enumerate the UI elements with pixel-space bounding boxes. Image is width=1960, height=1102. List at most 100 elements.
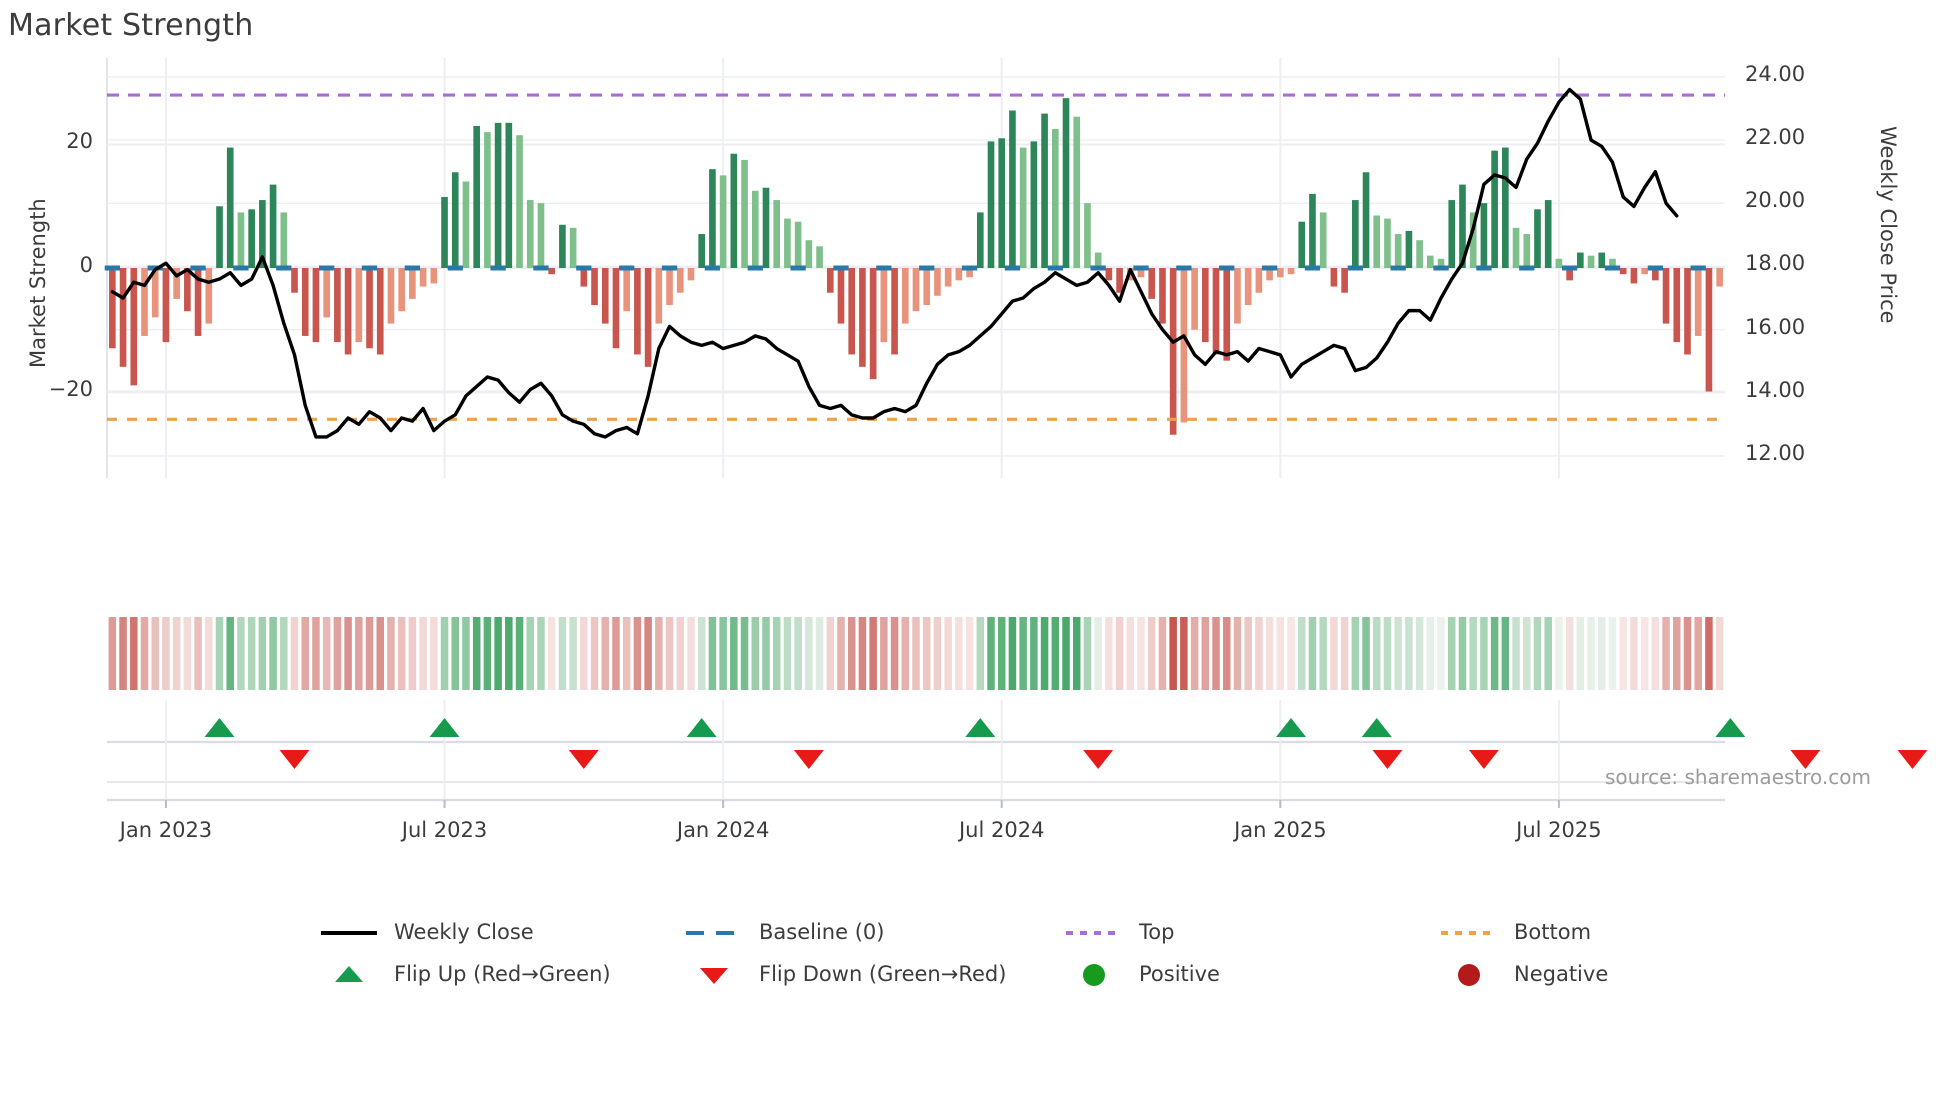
strength-bar — [837, 268, 845, 324]
flip-up-marker — [429, 718, 460, 737]
strength-bar — [151, 268, 159, 318]
legend-item[interactable]: Negative — [1438, 962, 1608, 986]
strength-bar — [751, 190, 759, 268]
strength-bar — [462, 181, 470, 268]
strength-bar — [548, 268, 555, 275]
heat-strip-cell — [172, 617, 181, 690]
strength-bar — [1159, 268, 1166, 324]
strength-bar — [741, 159, 748, 268]
heat-strip-cell — [687, 617, 695, 690]
heat-strip-cell — [1126, 617, 1135, 690]
heat-strip-cell — [1330, 617, 1338, 690]
legend-item[interactable]: Flip Down (Green→Red) — [683, 962, 1006, 986]
heat-strip-cell — [1480, 617, 1488, 690]
legend-item-label: Flip Up (Red→Green) — [394, 962, 611, 986]
heat-strip-cell — [1137, 617, 1145, 690]
strength-bar — [1609, 258, 1616, 268]
strength-bar — [709, 169, 716, 268]
strength-bar — [537, 203, 545, 268]
strength-bar — [130, 268, 138, 386]
strength-bar — [1684, 268, 1691, 355]
strength-bar — [859, 268, 866, 367]
heat-strip-cell — [837, 617, 845, 690]
legend-item[interactable]: Baseline (0) — [683, 920, 884, 944]
heat-strip-cell — [430, 617, 438, 690]
strength-bar — [419, 268, 427, 287]
heat-strip-cell — [1598, 617, 1606, 690]
heat-strip-cell — [772, 617, 781, 690]
heat-strip-cell — [987, 617, 995, 690]
strength-bar — [398, 268, 405, 312]
strength-bar — [451, 172, 459, 268]
heat-strip-cell — [1373, 617, 1381, 690]
heat-strip-cell — [419, 617, 427, 690]
flip-up-marker — [1361, 718, 1392, 737]
y-axis-right-tick: 18.00 — [1745, 251, 1806, 276]
heat-strip-cell — [130, 617, 138, 690]
strength-bar — [1266, 268, 1273, 281]
heat-strip-cell — [655, 617, 663, 690]
heat-strip-cell — [1662, 617, 1670, 690]
strength-bar — [934, 268, 941, 296]
heat-strip-cell — [247, 617, 256, 690]
legend-item[interactable]: Weekly Close — [318, 920, 534, 944]
legend-swatch — [700, 968, 728, 984]
strength-bar — [901, 268, 909, 324]
flip-down-marker — [1897, 750, 1928, 769]
strength-bar — [687, 268, 695, 281]
heat-strip-cell — [858, 617, 867, 690]
heat-strip-cell — [1094, 617, 1102, 690]
strength-bar — [1084, 203, 1091, 268]
heat-strip-cell — [558, 617, 567, 690]
strength-bar — [1694, 268, 1702, 336]
strength-bar — [794, 221, 802, 268]
strength-bar — [269, 184, 277, 268]
flip-down-marker — [1083, 750, 1114, 769]
x-axis-tick-label: Jul 2024 — [958, 818, 1045, 842]
strength-bar — [580, 268, 588, 287]
strength-bar — [1448, 200, 1456, 268]
heat-strip-cell — [397, 617, 406, 690]
heat-strip-cell — [1255, 617, 1263, 690]
heat-strip-cell — [1105, 617, 1113, 690]
strength-bar — [1480, 203, 1488, 268]
x-axis-tick-label: Jan 2025 — [1234, 818, 1327, 842]
heat-strip-cell — [976, 617, 985, 690]
page-title: Market Strength — [8, 8, 254, 43]
heat-strip-cell — [1115, 617, 1124, 690]
strength-bar — [484, 132, 491, 268]
heat-strip-cell — [1415, 617, 1424, 690]
heat-strip-cell — [922, 617, 931, 690]
strength-bar — [1352, 200, 1359, 268]
strength-bar — [1437, 258, 1445, 268]
strength-bar — [591, 268, 598, 306]
legend-item[interactable]: Bottom — [1438, 920, 1591, 944]
heat-strip-cell — [708, 617, 717, 690]
strength-bar — [1652, 268, 1659, 281]
strength-bar — [334, 268, 341, 343]
heat-strip-cell — [805, 617, 813, 690]
heat-strip-cell — [237, 617, 245, 690]
legend-item[interactable]: Flip Up (Red→Green) — [318, 962, 611, 986]
strength-bar — [1534, 209, 1541, 268]
heat-strip-cell — [1705, 617, 1713, 690]
heat-strip-cell — [1426, 617, 1435, 690]
heat-strip-cell — [505, 617, 513, 690]
heat-strip-cell — [1715, 617, 1724, 690]
y-axis-right-tick: 22.00 — [1745, 125, 1806, 150]
heat-strip-cell — [1212, 617, 1220, 690]
heat-strip-cell — [1265, 617, 1274, 690]
heat-strip-cell — [1276, 617, 1285, 690]
strength-bar — [891, 268, 898, 355]
heat-strip-cell — [622, 617, 631, 690]
strength-bar — [1459, 184, 1466, 268]
legend-item[interactable]: Top — [1063, 920, 1174, 944]
heat-strip-cell — [1587, 617, 1595, 690]
heat-strip-cell — [387, 617, 395, 690]
strength-bar — [976, 212, 984, 268]
legend-item[interactable]: Positive — [1063, 962, 1220, 986]
strength-bar — [612, 268, 620, 349]
strength-bar — [184, 268, 191, 312]
strength-bar — [323, 268, 330, 318]
heat-strip-cell — [1437, 617, 1445, 690]
